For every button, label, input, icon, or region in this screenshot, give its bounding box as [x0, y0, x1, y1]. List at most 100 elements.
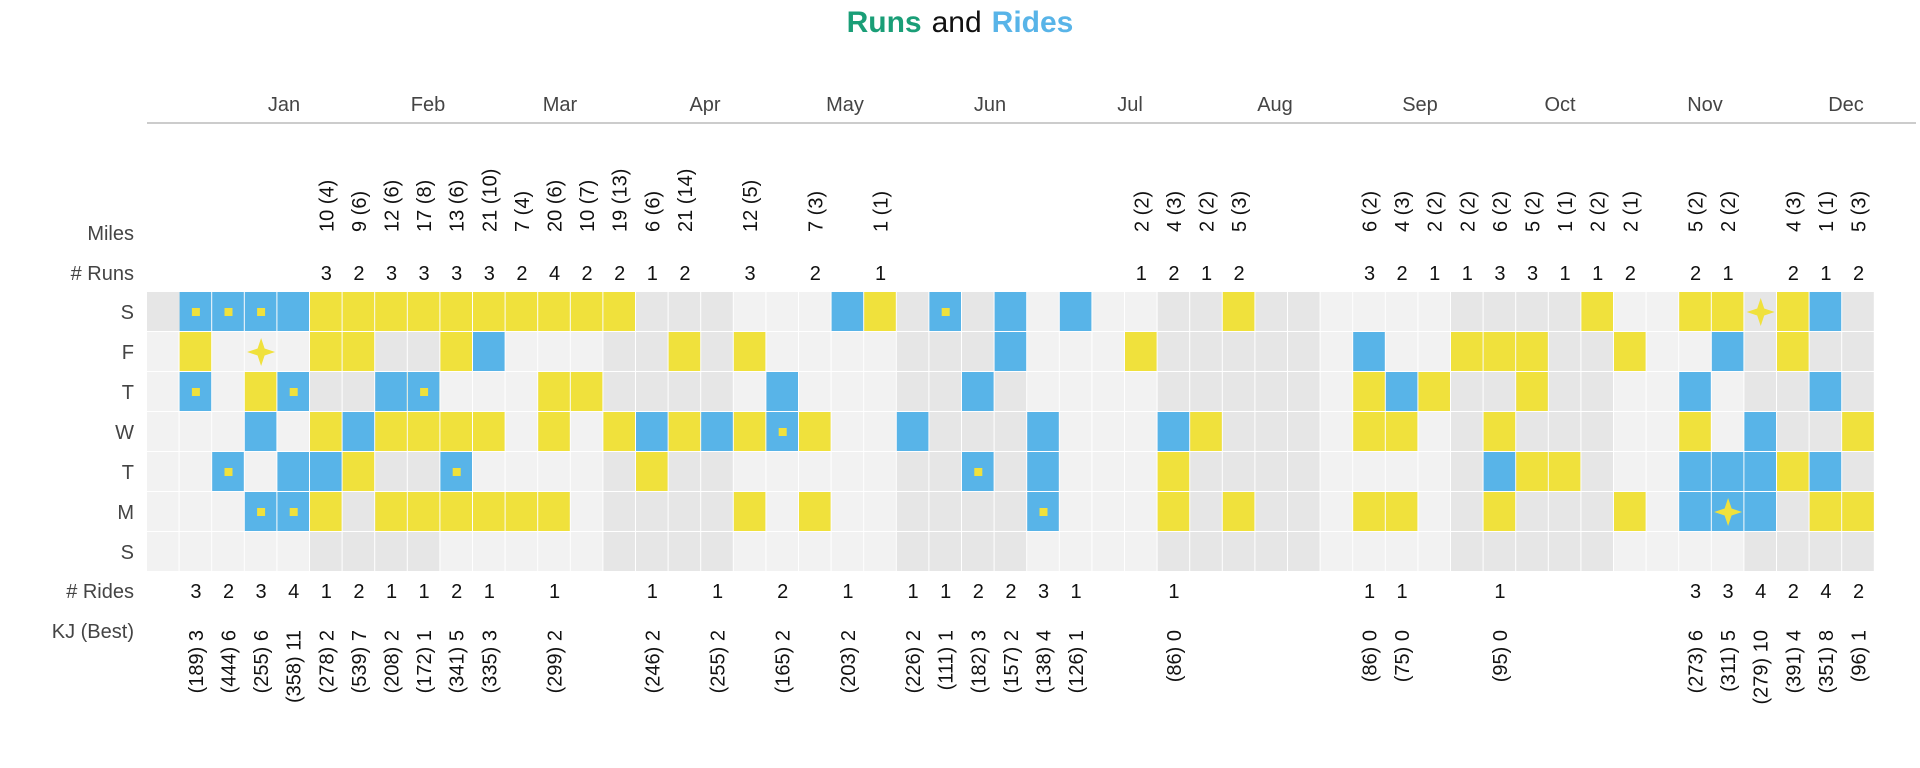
miles-value: 6 (2) [1490, 191, 1512, 232]
grid-cell [1614, 452, 1646, 491]
grid-cell [1679, 532, 1711, 571]
grid-cell [1255, 452, 1287, 491]
grid-cell [603, 372, 635, 411]
ride-cell [1059, 292, 1092, 331]
grid-cell [929, 412, 961, 451]
grid-cell [1842, 532, 1874, 571]
month-label: Jul [1117, 94, 1143, 116]
rides-count: 2 [353, 581, 364, 603]
miles-value: 21 (10) [479, 169, 501, 232]
miles-value: 2 (2) [1425, 191, 1447, 232]
grid-cell [603, 532, 635, 571]
star-marker [247, 378, 276, 406]
month-label: Sep [1402, 94, 1438, 116]
miles-value: 6 (2) [1360, 191, 1382, 232]
rides-count: 3 [190, 581, 201, 603]
grid-cell [1548, 532, 1581, 571]
grid-cell [538, 452, 570, 491]
grid-cell [636, 332, 668, 371]
runs-count: 3 [451, 263, 462, 285]
run-cell [733, 332, 766, 371]
grid-cell [147, 452, 179, 491]
rides-count: 4 [288, 581, 299, 603]
run-cell [799, 492, 831, 531]
grid-cell [962, 492, 994, 531]
runs-count: 1 [1820, 263, 1831, 285]
kj-value: (279) 10 [1751, 630, 1773, 705]
grid-cell [1092, 532, 1124, 571]
run-cell [1190, 412, 1222, 451]
miles-value: 9 (6) [349, 191, 371, 232]
ride-cell [1679, 452, 1711, 491]
kj-value: (126) 1 [1066, 630, 1088, 693]
grid-cell [179, 492, 212, 531]
miles-value: 1 (1) [871, 191, 893, 232]
run-cell [799, 412, 831, 451]
grid-cell [1777, 412, 1809, 451]
grid-cell [1190, 532, 1222, 571]
grid-cell [701, 372, 733, 411]
miles-value: 6 (6) [642, 191, 664, 232]
grid-cell [179, 412, 212, 451]
grid-cell [831, 372, 864, 411]
grid-cell [1092, 332, 1124, 371]
grid-cell [1255, 332, 1287, 371]
grid-cell [1288, 332, 1320, 371]
grid-cell [668, 372, 701, 411]
miles-value: 2 (2) [1197, 191, 1219, 232]
run-cell [1614, 332, 1646, 371]
grid-cell [1418, 412, 1450, 451]
best-marker [289, 508, 298, 516]
grid-cell [310, 372, 342, 411]
grid-cell [1157, 532, 1190, 571]
best-marker [191, 308, 200, 316]
grid-cell [1711, 412, 1744, 451]
day-label: F [122, 342, 134, 364]
run-cell [538, 492, 570, 531]
run-cell [310, 292, 342, 331]
run-cell [570, 292, 603, 331]
runs-count: 2 [1397, 263, 1408, 285]
grid-cell [733, 452, 766, 491]
run-cell [733, 492, 766, 531]
title-runs: Runs [846, 6, 922, 39]
chart-title: Runs and Rides [0, 6, 1920, 40]
grid-cell [407, 332, 440, 371]
month-label: Feb [411, 94, 445, 116]
grid-cell [1385, 292, 1418, 331]
grid-cell [1614, 532, 1646, 571]
best-marker [974, 468, 983, 476]
month-label: Jun [974, 94, 1006, 116]
runs-count: 3 [1364, 263, 1375, 285]
best-marker [257, 308, 266, 316]
run-cell [407, 412, 440, 451]
month-label: Apr [689, 94, 720, 116]
best-marker [224, 468, 233, 476]
rides-count: 3 [1723, 581, 1734, 603]
run-cell [505, 292, 538, 331]
grid-cell [473, 372, 505, 411]
grid-cell [668, 532, 701, 571]
miles-value: 21 (14) [675, 169, 697, 232]
ride-cell [1711, 452, 1744, 491]
runs-count: 1 [1136, 263, 1147, 285]
run-cell [375, 292, 407, 331]
kj-value: (278) 2 [316, 630, 338, 693]
best-marker [1039, 508, 1048, 516]
grid-cell [1385, 532, 1418, 571]
run-cell [440, 412, 472, 451]
grid-cell [1483, 532, 1516, 571]
run-cell [1516, 452, 1548, 491]
grid-cell [505, 412, 538, 451]
grid-cell [1418, 332, 1450, 371]
miles-value: 2 (2) [1588, 191, 1610, 232]
grid-cell [701, 332, 733, 371]
run-cell [473, 412, 505, 451]
day-label: W [115, 422, 134, 444]
grid-cell [701, 292, 733, 331]
grid-cell [864, 372, 896, 411]
day-label: S [121, 542, 134, 564]
runs-count: 3 [321, 263, 332, 285]
grid-cell [505, 372, 538, 411]
month-label: Jan [268, 94, 300, 116]
